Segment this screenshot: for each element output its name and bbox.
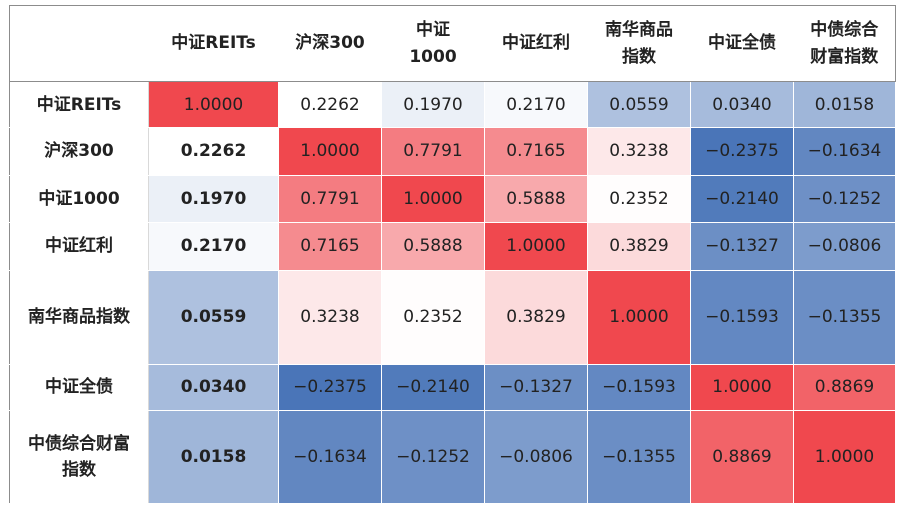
col-header-label: 沪深300: [295, 33, 365, 54]
heatmap-cell: 0.7791: [278, 175, 382, 224]
row-header-label: 中债综合财富: [28, 433, 130, 454]
heatmap-row: 中证全债 0.0340 −0.2375 −0.2140 −0.1327 −0.1593 1.…: [9, 364, 896, 412]
heatmap-cell: 0.3238: [278, 270, 382, 365]
heatmap-cell: 0.7165: [278, 222, 382, 271]
heatmap-cell: 0.3829: [484, 270, 588, 365]
row-header-label: 中证全债: [45, 377, 113, 398]
row-header: 沪深300: [9, 127, 149, 176]
heatmap-cell: −0.1355: [793, 270, 896, 365]
col-header-label: 中证: [416, 20, 450, 41]
heatmap-cell: −0.2140: [381, 364, 485, 412]
heatmap-cell: −0.1593: [690, 270, 794, 365]
col-header: 中证红利: [484, 5, 588, 82]
col-header: 中证全债: [690, 5, 794, 82]
heatmap-cell: −0.1327: [484, 364, 588, 412]
heatmap-body: 中证REITs 1.0000 0.2262 0.1970 0.2170 0.0559 0.0…: [9, 81, 896, 504]
heatmap-cell: 0.0559: [587, 81, 691, 129]
heatmap-cell: 0.2170: [148, 222, 279, 271]
col-header-label: 中证红利: [502, 33, 570, 54]
heatmap-cell: −0.1252: [793, 175, 896, 224]
heatmap-cell: 1.0000: [148, 81, 279, 129]
heatmap-cell: 1.0000: [381, 175, 485, 224]
col-header: 中证 1000: [381, 5, 485, 82]
heatmap-cell: −0.1593: [587, 364, 691, 412]
heatmap-cell: −0.1355: [587, 410, 691, 504]
heatmap-cell: 1.0000: [484, 222, 588, 271]
heatmap-cell: 0.5888: [484, 175, 588, 224]
heatmap-cell: −0.0806: [793, 222, 896, 271]
heatmap-cell: −0.1252: [381, 410, 485, 504]
heatmap-cell: 0.2352: [587, 175, 691, 224]
heatmap-cell: 0.8869: [793, 364, 896, 412]
heatmap-cell: 0.1970: [381, 81, 485, 129]
col-header: 中证REITs: [148, 5, 279, 82]
col-header: 沪深300: [278, 5, 382, 82]
heatmap-cell: 0.0340: [148, 364, 279, 412]
row-header-label: 指数: [62, 460, 96, 481]
col-header-label: 财富指数: [810, 46, 879, 67]
heatmap-cell: 0.0559: [148, 270, 279, 365]
heatmap-cell: −0.1634: [278, 410, 382, 504]
row-header: 中证红利: [9, 222, 149, 271]
col-header-label: 中债综合: [810, 20, 879, 41]
header-row: 中证REITs 沪深300 中证 1000 中证红利 南华商品 指数 中证全债 中债综合 财富指数: [9, 5, 896, 82]
col-header: 中债综合 财富指数: [793, 5, 896, 82]
heatmap-cell: 0.8869: [690, 410, 794, 504]
heatmap-cell: −0.1634: [793, 127, 896, 176]
heatmap-row: 中证1000 0.1970 0.7791 1.0000 0.5888 0.2352 −0.2…: [9, 175, 896, 224]
heatmap-cell: 0.7165: [484, 127, 588, 176]
col-header-label: 南华商品: [605, 20, 673, 41]
row-header-label: 中证REITs: [36, 94, 122, 115]
heatmap-cell: 0.3238: [587, 127, 691, 176]
heatmap-cell: 0.5888: [381, 222, 485, 271]
heatmap-cell: −0.1327: [690, 222, 794, 271]
heatmap-cell: 1.0000: [793, 410, 896, 504]
col-header-label: 中证REITs: [171, 33, 256, 54]
heatmap-cell: 1.0000: [278, 127, 382, 176]
heatmap-row: 沪深300 0.2262 1.0000 0.7791 0.7165 0.3238 −0.23…: [9, 127, 896, 176]
heatmap-cell: −0.2140: [690, 175, 794, 224]
heatmap-row: 中债综合财富 指数 0.0158 −0.1634 −0.1252 −0.0806 −0.13…: [9, 410, 896, 504]
heatmap-cell: 0.0158: [793, 81, 896, 129]
row-header: 中证REITs: [9, 81, 149, 129]
row-header-label: 中证红利: [45, 236, 113, 257]
heatmap-cell: 0.2262: [148, 127, 279, 176]
heatmap-cell: 0.3829: [587, 222, 691, 271]
heatmap-cell: 0.7791: [381, 127, 485, 176]
heatmap-row: 中证REITs 1.0000 0.2262 0.1970 0.2170 0.0559 0.0…: [9, 81, 896, 129]
corner-cell: [9, 5, 149, 82]
row-header: 中债综合财富 指数: [9, 410, 149, 504]
row-header-label: 中证1000: [38, 188, 120, 209]
heatmap-cell: 1.0000: [587, 270, 691, 365]
correlation-heatmap: 中证REITs 沪深300 中证 1000 中证红利 南华商品 指数 中证全债 中债综合 财富指数…: [9, 5, 896, 504]
row-header: 中证全债: [9, 364, 149, 412]
heatmap-cell: 1.0000: [690, 364, 794, 412]
heatmap-cell: 0.0158: [148, 410, 279, 504]
heatmap-cell: 0.2262: [278, 81, 382, 129]
heatmap-cell: −0.0806: [484, 410, 588, 504]
heatmap-cell: 0.2170: [484, 81, 588, 129]
col-header-label: 指数: [622, 46, 656, 67]
col-header-label: 中证全债: [708, 33, 776, 54]
row-header: 中证1000: [9, 175, 149, 224]
heatmap-cell: 0.2352: [381, 270, 485, 365]
heatmap-row: 中证红利 0.2170 0.7165 0.5888 1.0000 0.3829 −0.132…: [9, 222, 896, 271]
heatmap-cell: 0.1970: [148, 175, 279, 224]
heatmap-cell: −0.2375: [690, 127, 794, 176]
row-header-label: 沪深300: [44, 141, 114, 162]
row-header: 南华商品指数: [9, 270, 149, 365]
col-header: 南华商品 指数: [587, 5, 691, 82]
heatmap-cell: −0.2375: [278, 364, 382, 412]
heatmap-row: 南华商品指数 0.0559 0.3238 0.2352 0.3829 1.0000 −0.1…: [9, 270, 896, 365]
col-header-label: 1000: [409, 46, 457, 67]
row-header-label: 南华商品指数: [28, 307, 130, 328]
heatmap-cell: 0.0340: [690, 81, 794, 129]
